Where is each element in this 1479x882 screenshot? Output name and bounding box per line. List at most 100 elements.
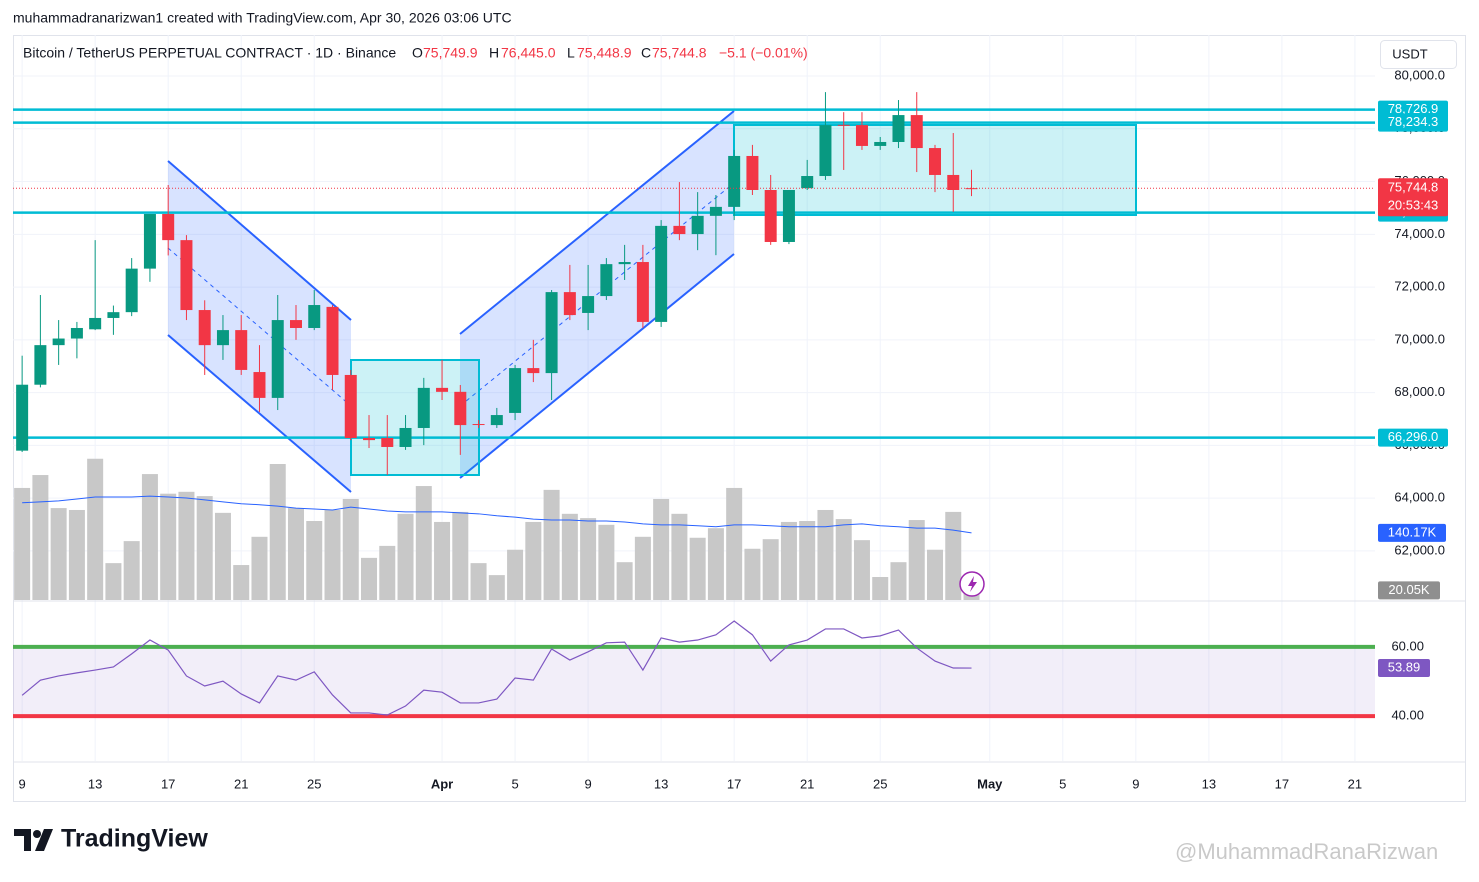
ohlc-key: O (412, 45, 423, 61)
last-price-tag: 75,744.8 (1388, 180, 1439, 195)
volume-ma-tag: 140.17K (1388, 524, 1437, 539)
candle-body (52, 338, 65, 346)
volume-bar (908, 520, 925, 600)
candle-body (70, 327, 83, 339)
watermark: @MuhammadRanaRizwan (1175, 839, 1438, 864)
volume-bar (726, 487, 743, 600)
candle-body (417, 387, 430, 428)
volume-bar (817, 509, 834, 600)
y-tick-label: 62,000.0 (1394, 542, 1445, 557)
ohlc-key: C (641, 45, 651, 61)
volume-bar (616, 562, 633, 600)
volume-tag: 20.05K (1388, 582, 1430, 597)
level-tag: 78,234.3 (1388, 114, 1439, 129)
plot (13, 92, 1375, 719)
x-tick-label: 21 (234, 776, 248, 791)
y-tick-label: 80,000.0 (1394, 67, 1445, 82)
volume-bar (835, 519, 852, 600)
x-tick-label: 25 (873, 776, 887, 791)
volume-bar (762, 539, 779, 600)
candle-body (764, 190, 777, 242)
volume-bar (361, 557, 378, 600)
candle-body (107, 312, 120, 318)
x-tick-label: 25 (307, 776, 321, 791)
candle-body (965, 188, 978, 190)
candle-body (947, 174, 960, 191)
volume-bar (926, 549, 943, 600)
rsi-line (21, 620, 972, 716)
last-price-tag-bg (1378, 178, 1448, 217)
candle-body (673, 225, 686, 235)
candle-body (618, 262, 631, 265)
candle-body (837, 124, 850, 126)
volume-bar (105, 563, 122, 600)
volume-tag-bg (1378, 581, 1440, 600)
volume-bar (379, 545, 396, 600)
x-tick-label: 17 (1275, 776, 1289, 791)
x-tick-label: Apr (431, 776, 453, 791)
rsi-tick-label: 40.00 (1391, 708, 1424, 723)
volume-bar (653, 498, 670, 600)
volume-bar (160, 493, 177, 600)
candle-body (490, 415, 503, 426)
change: −5.1 (−0.01%) (719, 45, 808, 61)
candle-body (198, 310, 211, 346)
candle-body (874, 141, 887, 146)
x-tick-label: 13 (654, 776, 668, 791)
volume-bar (287, 508, 304, 600)
x-tick-label: May (977, 776, 1003, 791)
candle-body (472, 424, 485, 426)
candle-body (728, 155, 741, 207)
level-tag: 66,296.0 (1388, 429, 1439, 444)
ohlc-key: L (567, 45, 575, 61)
candle-body (910, 115, 923, 149)
rsi-tick-label: 60.00 (1391, 638, 1424, 653)
level-tag-bg (1378, 428, 1448, 447)
candle-body (636, 262, 649, 322)
candle-body (436, 387, 449, 392)
candle-body (801, 176, 814, 189)
y-tick-label: 72,000.0 (1394, 279, 1445, 294)
candle-body (691, 215, 704, 235)
x-tick-label: 9 (19, 776, 26, 791)
volume-bar (671, 513, 688, 600)
candle-body (892, 115, 905, 142)
volume-bar (342, 498, 359, 600)
y-tick-label: 64,000.0 (1394, 490, 1445, 505)
volume-bar (87, 458, 104, 600)
channel-line (167, 160, 352, 321)
volume-bar (397, 513, 414, 600)
ohlc-value: 75,448.9 (577, 45, 632, 61)
alert-icon-bolt (968, 576, 977, 592)
x-tick-label: 17 (727, 776, 741, 791)
candle-body (600, 264, 613, 297)
volume-bar (780, 521, 797, 600)
currency-button[interactable] (1380, 40, 1457, 69)
candle-body (545, 292, 558, 374)
countdown: 20:53:43 (1388, 198, 1439, 213)
rsi-tag: 53.89 (1388, 659, 1421, 674)
candle-body (855, 125, 868, 146)
symbol: Bitcoin / TetherUS PERPETUAL CONTRACT · … (23, 45, 396, 61)
volume-bar (872, 577, 889, 600)
volume-bar (707, 528, 724, 600)
candle-body (308, 305, 321, 328)
candle-body (782, 190, 795, 242)
x-tick-label: 13 (1202, 776, 1216, 791)
volume-bar (634, 536, 651, 600)
volume-bar (214, 512, 231, 600)
channel-line (167, 334, 352, 493)
volume-bar (452, 511, 469, 600)
x-tick-label: 17 (161, 776, 175, 791)
volume-bar (945, 511, 962, 600)
candle-body (326, 306, 339, 375)
ohlc-value: 75,749.9 (423, 45, 478, 61)
volume-bar (141, 474, 158, 600)
volume-bar (306, 520, 323, 600)
candle-body (216, 330, 229, 346)
candle-body (563, 292, 576, 316)
x-tick-label: 5 (1059, 776, 1066, 791)
volume-bar (32, 475, 49, 600)
volume-bar (14, 487, 31, 600)
